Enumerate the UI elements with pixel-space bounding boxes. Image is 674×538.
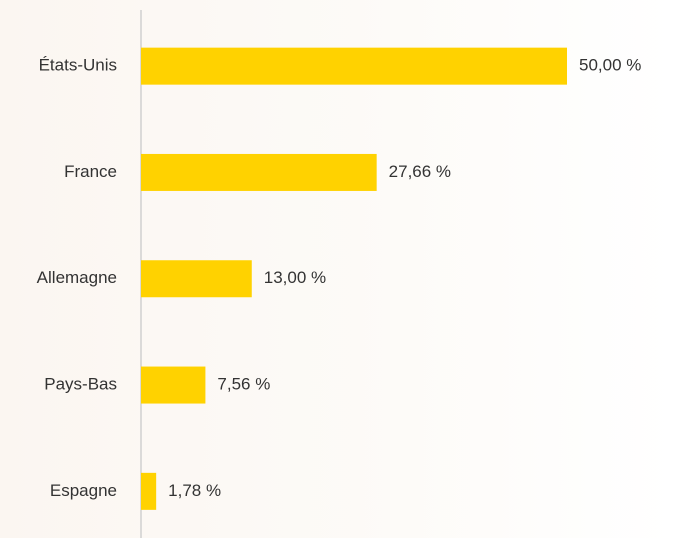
value-label: 27,66 % (389, 162, 451, 181)
bar (141, 260, 252, 298)
category-label: Espagne (50, 481, 117, 500)
category-label: États-Unis (39, 56, 117, 75)
category-label: Allemagne (37, 268, 117, 287)
value-label: 13,00 % (264, 268, 326, 287)
bar (141, 47, 567, 85)
value-label: 50,00 % (579, 56, 641, 75)
value-label: 7,56 % (217, 375, 270, 394)
bar (141, 472, 157, 510)
category-label: Pays-Bas (44, 375, 117, 394)
bar (141, 153, 377, 191)
bar (141, 366, 206, 404)
value-label: 1,78 % (168, 481, 221, 500)
category-label: France (64, 162, 117, 181)
